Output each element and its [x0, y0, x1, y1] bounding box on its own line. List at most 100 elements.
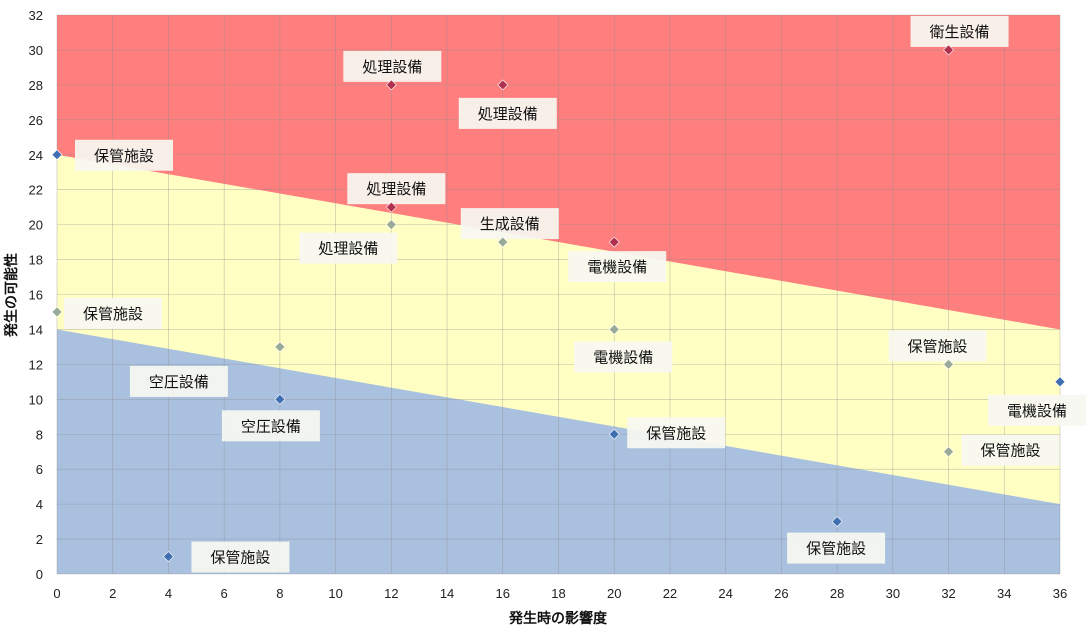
label-text: 処理設備: [318, 240, 378, 258]
label-box: [129, 365, 228, 397]
point-label: 処理設備: [458, 97, 557, 129]
label-text: 電機設備: [1007, 402, 1067, 420]
point-label: 電機設備: [988, 394, 1086, 426]
y-tick-label: 2: [36, 532, 43, 547]
data-points: [51, 44, 1066, 562]
y-tick-label: 18: [29, 253, 43, 268]
label-text: 空圧設備: [149, 373, 209, 391]
point-labels: 衛生設備処理設備処理設備保管施設処理設備処理設備生成設備電機設備保管施設空圧設備…: [64, 15, 1086, 573]
point-label: 保管施設: [888, 330, 987, 362]
y-tick-label: 10: [29, 392, 43, 407]
label-box: [574, 341, 673, 373]
data-point-marker: [608, 428, 620, 440]
x-tick-label: 36: [1053, 586, 1067, 601]
point-label: 処理設備: [299, 232, 398, 264]
x-tick-label: 16: [496, 586, 510, 601]
x-axis-title: 発生時の影響度: [508, 610, 608, 627]
x-tick-label: 20: [607, 586, 621, 601]
point-label: 空圧設備: [129, 365, 228, 397]
point-label: 保管施設: [961, 434, 1060, 466]
label-text: 保管施設: [94, 147, 154, 165]
label-box: [910, 15, 1009, 47]
y-tick-label: 6: [36, 462, 43, 477]
x-tick-label: 4: [165, 586, 172, 601]
x-tick-label: 24: [718, 586, 732, 601]
y-tick-label: 14: [29, 322, 43, 337]
y-tick-label: 16: [29, 288, 43, 303]
y-tick-label: 22: [29, 183, 43, 198]
y-tick-label: 24: [29, 148, 43, 163]
point-label: 保管施設: [191, 541, 290, 573]
y-tick-label: 4: [36, 497, 43, 512]
x-tick-label: 18: [551, 586, 565, 601]
y-tick-label: 32: [29, 8, 43, 23]
label-box: [64, 297, 162, 329]
data-point-marker: [385, 79, 397, 91]
y-tick-label: 0: [36, 567, 43, 582]
data-point-marker: [608, 236, 620, 248]
label-box: [347, 173, 446, 205]
label-box: [888, 330, 987, 362]
label-box: [458, 97, 557, 129]
label-box: [221, 410, 320, 442]
x-tick-label: 0: [53, 586, 60, 601]
label-text: 電機設備: [593, 348, 653, 366]
x-tick-label: 2: [109, 586, 116, 601]
data-point-marker: [497, 79, 509, 91]
data-point-marker: [385, 201, 397, 213]
data-point-marker: [274, 393, 286, 405]
label-text: 保管施設: [646, 424, 706, 442]
x-tick-label: 6: [221, 586, 228, 601]
label-box: [568, 251, 667, 283]
point-label: 空圧設備: [221, 410, 320, 442]
y-tick-label: 28: [29, 78, 43, 93]
data-point-marker: [608, 324, 620, 335]
y-tick-label: 30: [29, 43, 43, 58]
x-tick-label: 32: [941, 586, 955, 601]
point-label: 生成設備: [460, 208, 559, 240]
data-point-marker: [497, 236, 509, 248]
point-label: 保管施設: [627, 417, 726, 449]
label-text: 保管施設: [981, 442, 1041, 460]
label-text: 処理設備: [362, 58, 422, 76]
data-point-marker: [274, 341, 286, 353]
x-tick-label: 10: [328, 586, 342, 601]
label-box: [75, 139, 173, 171]
label-box: [460, 208, 559, 240]
y-tick-label: 26: [29, 113, 43, 128]
data-point-marker: [163, 551, 174, 562]
label-box: [961, 434, 1060, 466]
data-point-marker: [943, 446, 954, 458]
label-box: [787, 532, 886, 564]
x-tick-label: 12: [384, 586, 398, 601]
data-point-marker: [1054, 376, 1066, 388]
x-tick-label: 34: [997, 586, 1011, 601]
label-text: 保管施設: [210, 549, 270, 567]
point-label: 衛生設備: [910, 15, 1009, 47]
y-axis-title: 発生の可能性: [3, 253, 20, 338]
data-point-marker: [943, 358, 954, 370]
point-label: 処理設備: [347, 173, 446, 205]
x-tick-label: 22: [663, 586, 677, 601]
label-box: [343, 50, 442, 82]
label-box: [988, 394, 1086, 426]
point-label: 電機設備: [574, 341, 673, 373]
label-text: 保管施設: [908, 337, 968, 355]
data-point-marker: [51, 149, 63, 161]
label-text: 空圧設備: [241, 417, 301, 435]
label-text: 処理設備: [478, 105, 538, 123]
label-text: 処理設備: [366, 180, 426, 198]
y-tick-label: 8: [36, 427, 43, 442]
x-tick-label: 14: [440, 586, 454, 601]
x-tick-label: 26: [774, 586, 788, 601]
x-tick-label: 8: [276, 586, 283, 601]
x-tick-label: 30: [886, 586, 900, 601]
label-box: [627, 417, 726, 449]
data-point-marker: [385, 219, 397, 231]
point-label: 保管施設: [64, 297, 162, 329]
data-point-marker: [943, 44, 954, 56]
label-text: 電機設備: [587, 258, 647, 276]
point-label: 処理設備: [343, 50, 442, 82]
